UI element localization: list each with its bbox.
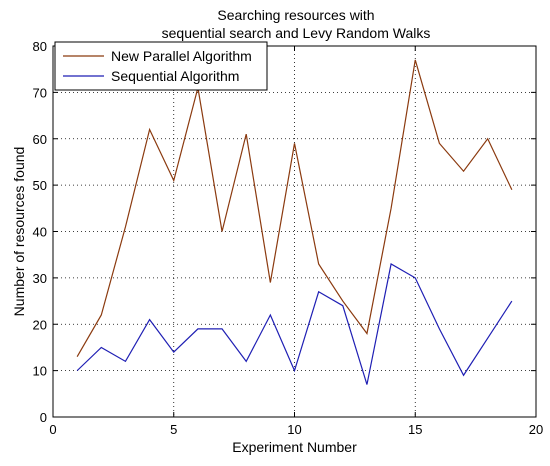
y-tick-label: 40 <box>33 225 47 240</box>
x-tick-label: 10 <box>287 422 301 437</box>
y-tick-label: 20 <box>33 317 47 332</box>
y-axis-label: Number of resources found <box>11 147 27 317</box>
x-axis-label: Experiment Number <box>232 439 357 455</box>
legend: New Parallel Algorithm Sequential Algori… <box>54 41 268 91</box>
plot-frame <box>52 45 537 418</box>
axis-ticks: 0 5 10 15 20 0 10 20 30 40 50 60 70 80 <box>33 39 544 437</box>
legend-label-new-parallel: New Parallel Algorithm <box>111 48 252 64</box>
x-tick-label: 0 <box>49 422 56 437</box>
legend-box <box>54 41 268 91</box>
y-tick-label: 60 <box>33 132 47 147</box>
y-tick-label: 30 <box>33 271 47 286</box>
chart-title-line-2: sequential search and Levy Random Walks <box>162 25 431 41</box>
series-line-new-parallel <box>76 59 513 358</box>
grid-lines <box>53 46 536 417</box>
series-lines <box>76 59 513 385</box>
y-tick-label: 50 <box>33 178 47 193</box>
y-tick-label: 70 <box>33 85 47 100</box>
chart-title-line-1: Searching resources with <box>217 7 374 23</box>
x-tick-label: 5 <box>170 422 177 437</box>
x-tick-label: 15 <box>408 422 422 437</box>
series-line-sequential <box>76 263 513 385</box>
x-tick-label: 20 <box>529 422 543 437</box>
y-tick-label: 0 <box>40 410 47 425</box>
y-tick-label: 10 <box>33 364 47 379</box>
legend-label-sequential: Sequential Algorithm <box>111 68 239 84</box>
y-tick-label: 80 <box>33 39 47 54</box>
